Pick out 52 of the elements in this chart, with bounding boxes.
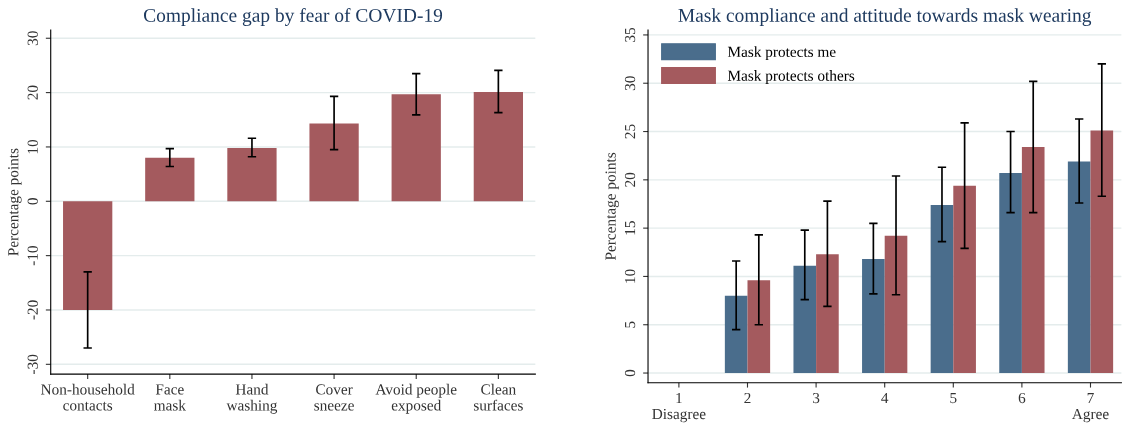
x-tick-label: Cover sneeze	[314, 384, 354, 411]
y-tick-label: 20	[27, 85, 38, 100]
chart-title: Mask compliance and attitude towards mask wearing	[678, 8, 1092, 26]
y-tick-label: -20	[27, 300, 38, 320]
y-tick-label: 30	[27, 31, 38, 46]
chart-title: Compliance gap by fear of COVID-19	[143, 8, 443, 26]
x-tick-label: 1 Disagree	[652, 392, 706, 423]
y-tick-label: 25	[624, 124, 636, 139]
bar	[862, 259, 885, 374]
y-tick-label: 0	[27, 198, 38, 205]
legend-label: Mask protects me	[727, 46, 836, 61]
y-axis-title: Percentage points	[605, 152, 619, 261]
bar	[953, 185, 976, 374]
bar	[793, 265, 817, 374]
bar	[391, 94, 441, 202]
bar	[145, 157, 195, 202]
x-tick-label: Non-household contacts	[41, 383, 135, 411]
y-tick-label: 20	[624, 172, 636, 187]
bar	[309, 123, 359, 202]
y-tick-label: 0	[624, 369, 636, 377]
bar	[473, 92, 523, 202]
x-tick-label: 2	[744, 392, 751, 404]
x-tick-label: 6	[1018, 392, 1026, 404]
y-tick-label: 30	[624, 76, 636, 91]
x-tick-label: Clean surfaces	[473, 383, 523, 411]
x-tick-label: 7 Agree	[1071, 393, 1109, 423]
x-tick-label: Hand washing	[226, 383, 278, 414]
y-tick-label: -10	[27, 246, 38, 266]
y-tick-label: 35	[624, 27, 636, 42]
x-tick-label: 3	[813, 392, 820, 404]
y-tick-label: 15	[624, 221, 636, 235]
bar	[884, 235, 908, 374]
y-tick-label: 10	[624, 269, 636, 283]
y-tick-label: -30	[27, 354, 38, 374]
x-tick-label: 5	[950, 393, 957, 404]
bar	[63, 201, 113, 310]
bar	[1021, 146, 1045, 374]
bar	[816, 254, 839, 374]
bar	[227, 148, 277, 202]
bar	[930, 204, 954, 374]
y-axis-title: Percentage points	[8, 148, 22, 256]
x-tick-label: 4	[881, 392, 889, 404]
bar	[1090, 130, 1114, 374]
bar	[1067, 161, 1091, 374]
y-tick-label: 5	[625, 321, 636, 328]
bar	[724, 295, 748, 374]
y-tick-label: 10	[27, 139, 38, 154]
x-tick-label: Face mask	[154, 384, 186, 411]
bar	[999, 173, 1022, 374]
legend-label: Mask protects others	[727, 70, 855, 84]
x-tick-label: Avoid people exposed	[375, 383, 457, 414]
bar	[747, 280, 771, 374]
